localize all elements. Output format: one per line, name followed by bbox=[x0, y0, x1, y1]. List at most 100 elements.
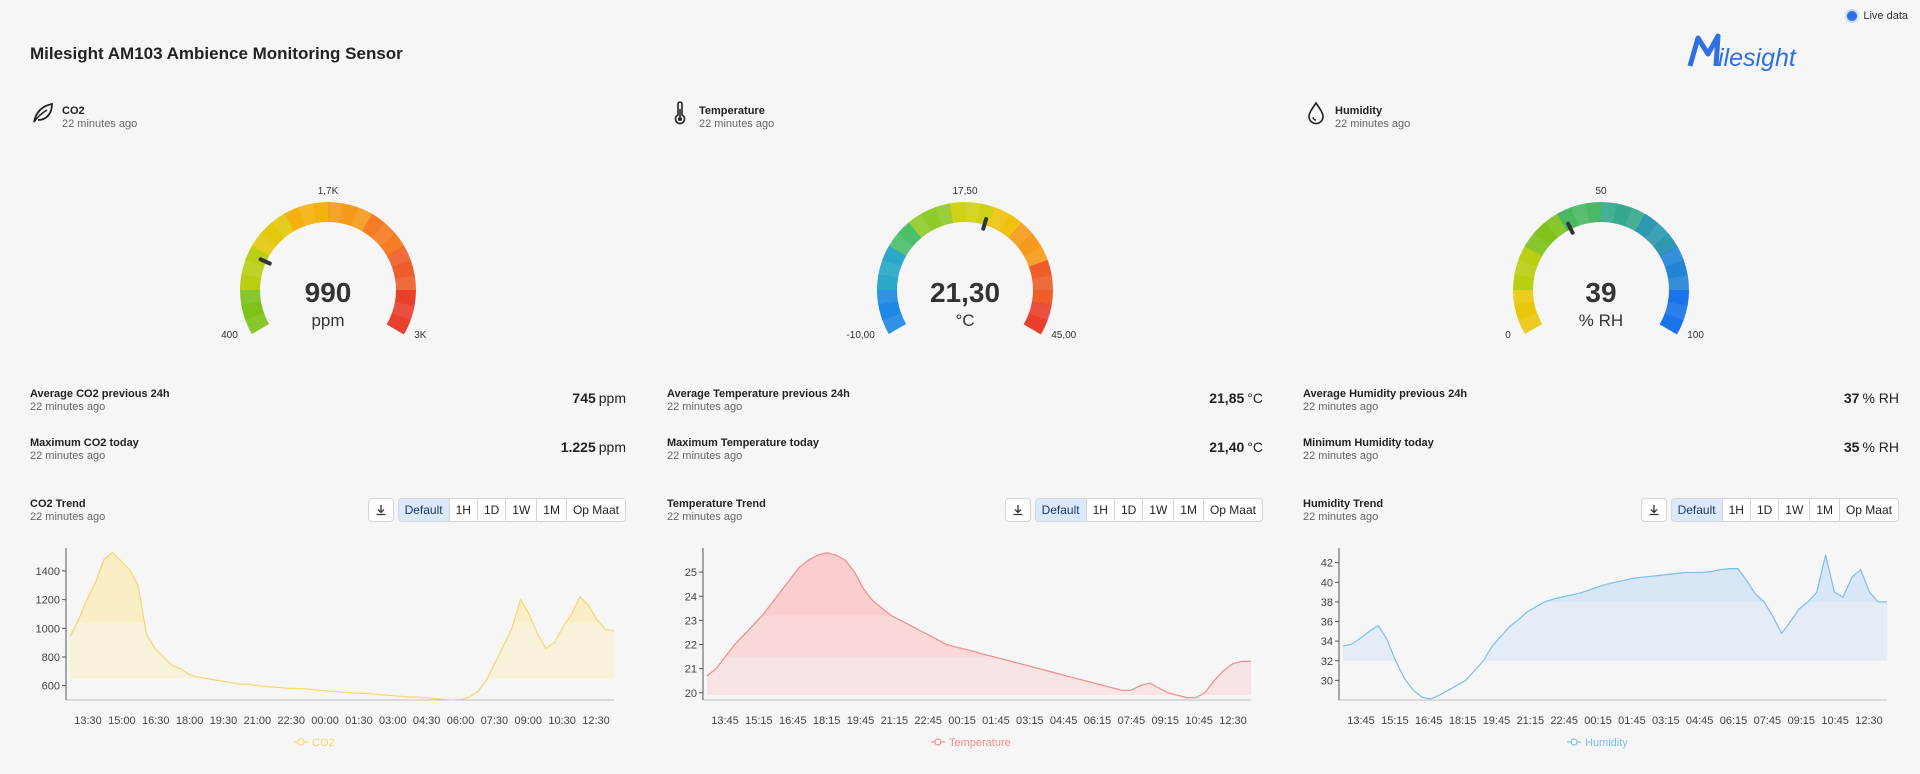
gauge-unit: % RH bbox=[1579, 311, 1623, 330]
x-tick-label: 21:15 bbox=[1517, 715, 1545, 727]
x-tick-label: 15:15 bbox=[1381, 715, 1409, 727]
x-tick-label: 18:15 bbox=[1449, 715, 1477, 727]
stat-updated: 22 minutes ago bbox=[1303, 401, 1379, 413]
x-tick-label: 18:00 bbox=[176, 715, 204, 727]
range-button-1h[interactable]: 1H bbox=[450, 499, 478, 521]
stat-updated: 22 minutes ago bbox=[30, 450, 106, 462]
humidity-gauge: 39 % RH 0 100 50 bbox=[1505, 186, 1704, 341]
gauge-arc-segment bbox=[1585, 202, 1602, 224]
x-tick-label: 12:30 bbox=[1219, 715, 1247, 727]
range-button-1h[interactable]: 1H bbox=[1087, 499, 1115, 521]
range-button-1w[interactable]: 1W bbox=[1143, 499, 1175, 521]
gauge-unit: ppm bbox=[311, 311, 344, 330]
live-data-label: Live data bbox=[1863, 10, 1908, 22]
temperature-trend-chart: 20 21 22 23 24 25 13:45 15:15 16:45 18:15 19:45 21:… bbox=[685, 548, 1251, 749]
x-tick-label: 09:15 bbox=[1152, 715, 1180, 727]
live-data-indicator[interactable]: Live data bbox=[1847, 10, 1908, 22]
gauge-arc-segment bbox=[362, 213, 386, 239]
gauge-arc-segment bbox=[1008, 222, 1033, 247]
stat-value: 21,85 °C bbox=[1209, 390, 1263, 406]
range-button-1w[interactable]: 1W bbox=[1779, 499, 1811, 521]
co2-panel: CO2 22 minutes ago 990 ppm 400 3K 1,7K Avera… bbox=[30, 100, 626, 760]
gauge-arc-segment bbox=[260, 222, 285, 247]
x-tick-label: 04:30 bbox=[413, 715, 441, 727]
gauge-arc-segment bbox=[1017, 233, 1042, 257]
trend-updated: 22 minutes ago bbox=[30, 511, 106, 523]
range-button-1h[interactable]: 1H bbox=[1723, 499, 1751, 521]
range-button-1d[interactable]: 1D bbox=[1751, 499, 1780, 521]
gauge-arc-segment bbox=[339, 203, 359, 227]
stat-updated: 22 minutes ago bbox=[667, 401, 743, 413]
legend-label: Humidity bbox=[1585, 737, 1628, 749]
gauge-arc-segment bbox=[1514, 301, 1538, 321]
gauge-unit: °C bbox=[955, 311, 974, 330]
x-tick-label: 07:30 bbox=[481, 715, 509, 727]
range-button-1m[interactable]: 1M bbox=[1810, 499, 1840, 521]
x-tick-label: 04:45 bbox=[1050, 715, 1078, 727]
stat-updated: 22 minutes ago bbox=[667, 450, 743, 462]
gauge-arc-segment bbox=[949, 202, 966, 224]
gauge-arc-segment bbox=[1644, 222, 1669, 247]
range-button-1d[interactable]: 1D bbox=[1115, 499, 1144, 521]
temperature-maximum-stat: Maximum Temperature today 22 minutes ago… bbox=[667, 437, 1263, 467]
gauge-arc-segment bbox=[1664, 301, 1688, 321]
gauge-arc-segment bbox=[999, 213, 1023, 239]
download-button[interactable] bbox=[1640, 498, 1667, 522]
range-button-1d[interactable]: 1D bbox=[478, 499, 507, 521]
range-button-1m[interactable]: 1M bbox=[1174, 499, 1204, 521]
y-tick-label: 36 bbox=[1321, 617, 1333, 629]
x-tick-label: 16:45 bbox=[779, 715, 807, 727]
gauge-mid-label: 17,50 bbox=[952, 186, 977, 197]
time-range-selector: Default 1H 1D 1W 1M Op Maat bbox=[397, 498, 626, 522]
gauge-arc-segment bbox=[1612, 203, 1632, 227]
range-button-op-maat[interactable]: Op Maat bbox=[1209, 503, 1256, 517]
stat-value: 1.225 ppm bbox=[560, 439, 626, 455]
series-line bbox=[69, 551, 615, 701]
stat-updated: 22 minutes ago bbox=[30, 401, 106, 413]
x-tick-label: 03:15 bbox=[1016, 715, 1044, 727]
range-button-op-maat[interactable]: Op Maat bbox=[572, 503, 619, 517]
droplet-icon bbox=[1308, 101, 1324, 125]
gauge-arc-segment bbox=[391, 301, 415, 321]
download-button[interactable] bbox=[1004, 498, 1031, 522]
y-tick-label: 32 bbox=[1321, 656, 1333, 668]
legend-swatch-marker bbox=[1570, 738, 1578, 746]
gauge-arc-segment bbox=[921, 207, 943, 232]
humidity-trend-toolbar: Default 1H 1D 1W 1M Op Maat bbox=[1640, 498, 1899, 522]
range-button-op-maat[interactable]: Op Maat bbox=[1845, 503, 1892, 517]
range-button-default[interactable]: Default bbox=[1671, 499, 1723, 521]
x-tick-label: 00:00 bbox=[311, 715, 339, 727]
temperature-trend-toolbar: Default 1H 1D 1W 1M Op Maat bbox=[1004, 498, 1263, 522]
co2-maximum-stat: Maximum CO2 today 22 minutes ago 1.225 pp… bbox=[30, 437, 626, 467]
x-tick-label: 10:45 bbox=[1185, 715, 1213, 727]
legend-swatch-marker bbox=[934, 738, 942, 746]
download-button[interactable] bbox=[367, 498, 394, 522]
page-title: Milesight AM103 Ambience Monitoring Sens… bbox=[30, 44, 403, 63]
gauge-arc-segment bbox=[297, 203, 317, 227]
y-tick-label: 21 bbox=[685, 664, 697, 676]
temperature-gauge: 21,30 °C -10,00 45,00 17,50 bbox=[846, 186, 1076, 341]
gauge-needle bbox=[258, 257, 272, 266]
co2-trend-toolbar: Default 1H 1D 1W 1M Op Maat bbox=[367, 498, 626, 522]
trend-title: CO2 Trend bbox=[30, 498, 86, 510]
range-button-1w[interactable]: 1W bbox=[506, 499, 538, 521]
range-button-1m[interactable]: 1M bbox=[537, 499, 567, 521]
x-tick-label: 16:30 bbox=[142, 715, 170, 727]
gauge-arc-segment bbox=[312, 202, 329, 224]
range-button-default[interactable]: Default bbox=[1035, 499, 1087, 521]
co2-gauge: 990 ppm 400 3K 1,7K bbox=[221, 186, 427, 341]
stat-title: Minimum Humidity today bbox=[1303, 437, 1434, 449]
gauge-arc-segment bbox=[1667, 290, 1689, 306]
x-tick-label: 16:45 bbox=[1415, 715, 1443, 727]
x-tick-label: 07:45 bbox=[1754, 715, 1782, 727]
x-tick-label: 21:00 bbox=[244, 715, 272, 727]
legend-swatch-marker bbox=[297, 738, 305, 746]
x-tick-label: 01:30 bbox=[345, 715, 373, 727]
range-button-default[interactable]: Default bbox=[398, 499, 450, 521]
y-tick-label: 34 bbox=[1321, 636, 1333, 648]
stat-title: Average Temperature previous 24h bbox=[667, 388, 850, 400]
legend-label: CO2 bbox=[312, 737, 335, 749]
gauge-arc-segment bbox=[988, 207, 1010, 232]
x-tick-label: 09:00 bbox=[515, 715, 543, 727]
series-line bbox=[1342, 554, 1887, 700]
